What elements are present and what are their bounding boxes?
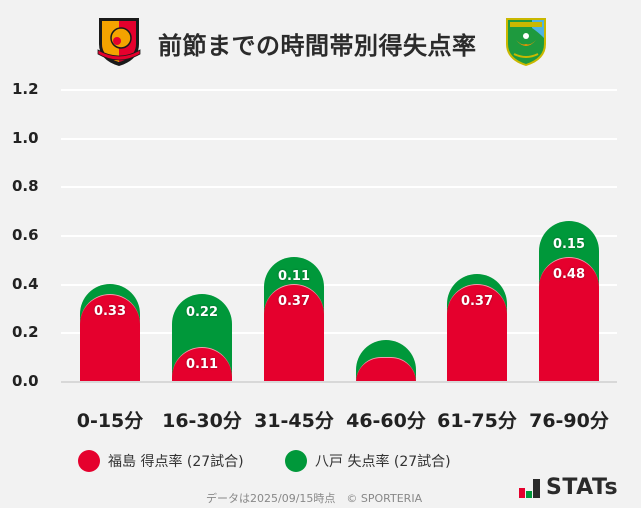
stacked-bar[interactable]: [356, 339, 416, 382]
stats-bars-icon: [519, 479, 540, 498]
x-tick-label: 76-90分: [529, 410, 609, 432]
bar-value-label-home: 0.37: [460, 293, 494, 309]
gridline: [61, 284, 617, 286]
y-tick-label: 1.0: [12, 129, 39, 147]
stacked-bar[interactable]: 0.37: [447, 274, 507, 382]
x-axis-line: [61, 381, 617, 383]
x-tick-label: 16-30分: [162, 410, 242, 432]
x-tick-label: 46-60分: [346, 410, 426, 432]
gridline: [61, 332, 617, 334]
bar-value-label-away: 0.22: [185, 304, 219, 320]
gridline: [61, 235, 617, 237]
bar-value-label-away: 0.11: [277, 268, 311, 284]
legend-label-home: 福島 得点率 (27試合): [108, 454, 244, 470]
vanraure-hachinohe-crest-icon: [506, 18, 546, 66]
y-tick-label: 0.6: [12, 226, 39, 244]
bar-value-label-home: 0.37: [277, 293, 311, 309]
x-tick-label: 0-15分: [76, 410, 144, 432]
y-tick-label: 0.8: [12, 177, 39, 195]
x-tick-label: 61-75分: [437, 410, 517, 432]
bar-segment-home[interactable]: [356, 356, 416, 382]
fukushima-united-crest-icon: [97, 18, 141, 66]
bar-segment-home[interactable]: [447, 283, 507, 382]
legend-label-away: 八戸 失点率 (27試合): [315, 454, 451, 470]
stacked-bar[interactable]: 0.11 0.37: [264, 257, 324, 382]
chart-header: 前節までの時間帯別得失点率: [0, 12, 641, 72]
bar-value-label-home: 0.48: [552, 267, 586, 283]
bar-segment-home[interactable]: [539, 257, 599, 382]
gridline: [61, 138, 617, 140]
y-tick-label: 0.0: [12, 372, 39, 390]
bar-value-label-home: 0.11: [185, 357, 219, 373]
x-tick-label: 31-45分: [254, 410, 334, 432]
stacked-bar[interactable]: 0.33: [80, 283, 140, 382]
footer-note: データは2025/09/15時点 © SPORTERIA: [206, 492, 423, 505]
legend-dot-home-icon: [78, 450, 100, 472]
stacked-bar[interactable]: 0.22 0.11: [172, 293, 232, 382]
stacked-bar[interactable]: 0.15 0.48: [539, 220, 599, 382]
y-tick-label: 0.2: [12, 323, 39, 341]
stats-brand-logo: STATs: [519, 475, 634, 502]
stats-brand-text: STATs: [546, 475, 619, 500]
legend-dot-away-icon: [285, 450, 307, 472]
bar-segment-home[interactable]: [80, 293, 140, 382]
bar-value-label-home: 0.33: [93, 303, 127, 319]
bar-value-label-away: 0.15: [552, 236, 586, 252]
y-tick-label: 1.2: [12, 80, 39, 98]
gridline: [61, 186, 617, 188]
chart-title: 前節までの時間帯別得失点率: [158, 32, 477, 60]
bar-segment-home[interactable]: [264, 283, 324, 382]
y-tick-label: 0.4: [12, 275, 39, 293]
gridline: [61, 89, 617, 91]
